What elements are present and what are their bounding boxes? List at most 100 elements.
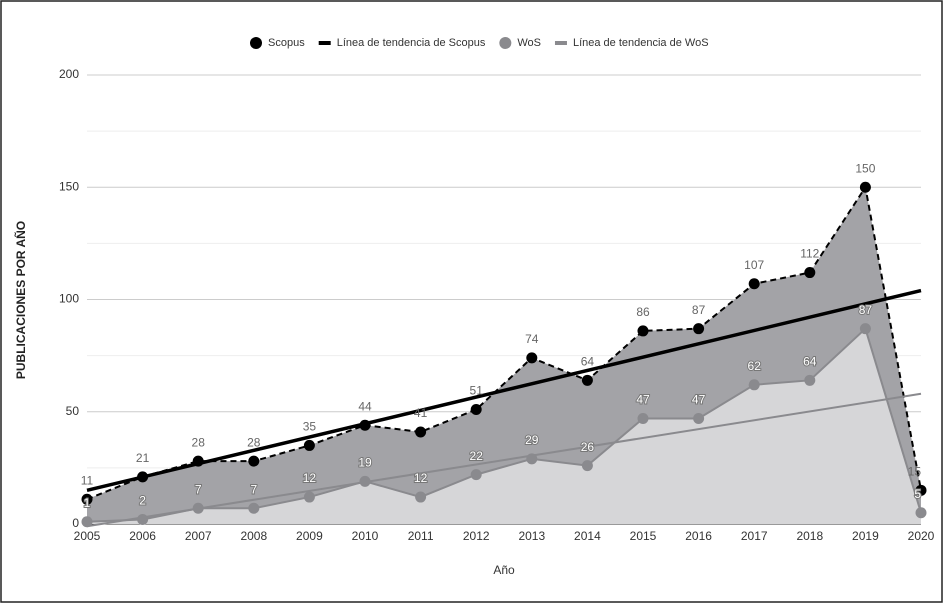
data-label: 150 — [855, 161, 875, 175]
point — [637, 325, 649, 337]
point — [526, 352, 538, 364]
x-tick-label: 2011 — [408, 529, 434, 543]
data-label: 1 — [84, 496, 91, 510]
trend-line — [86, 288, 922, 493]
data-label: 35 — [303, 420, 317, 434]
data-label: 62 — [748, 359, 762, 373]
x-tick-label: 2009 — [296, 529, 323, 543]
point — [859, 181, 871, 193]
x-tick-label: 2018 — [796, 529, 823, 543]
y-tick-label: 100 — [59, 292, 79, 306]
point — [81, 516, 93, 528]
legend-label: Scopus — [268, 37, 305, 49]
data-label: 7 — [195, 482, 202, 496]
data-label: 7 — [250, 482, 257, 496]
legend-marker — [554, 41, 567, 45]
x-tick-label: 2019 — [852, 529, 879, 543]
data-label: 47 — [692, 393, 706, 407]
data-label: 47 — [636, 393, 650, 407]
x-tick-label: 2017 — [741, 529, 768, 543]
trend-line — [86, 392, 922, 528]
data-label: 12 — [303, 471, 317, 485]
legend-label: Línea de tendencia de Scopus — [337, 37, 486, 49]
x-tick-label: 2020 — [908, 529, 935, 543]
line — [86, 326, 922, 523]
area — [87, 328, 921, 524]
point — [804, 374, 816, 386]
point — [248, 455, 260, 467]
data-label: 26 — [581, 440, 595, 454]
point — [248, 502, 260, 514]
point — [470, 404, 482, 416]
x-tick-label: 2010 — [352, 529, 379, 543]
data-label: 112 — [800, 247, 819, 261]
data-label: 2 — [139, 494, 146, 508]
point — [137, 471, 149, 483]
data-label: 28 — [192, 435, 206, 449]
x-tick-label: 2015 — [630, 529, 657, 543]
data-label: 21 — [136, 451, 150, 465]
data-label: 41 — [414, 406, 428, 420]
x-tick-label: 2008 — [240, 529, 267, 543]
point — [192, 455, 204, 467]
data-label: 87 — [859, 303, 873, 317]
point — [415, 426, 427, 438]
point — [137, 514, 149, 526]
y-tick-label: 0 — [72, 516, 79, 530]
point — [804, 267, 816, 279]
point — [637, 412, 649, 424]
point — [915, 507, 927, 519]
point — [859, 323, 871, 335]
data-label: 29 — [525, 433, 539, 447]
x-tick-label: 2006 — [129, 529, 156, 543]
data-label: 44 — [358, 399, 372, 413]
data-label: 64 — [803, 354, 817, 368]
legend-marker — [318, 41, 331, 45]
point — [693, 412, 705, 424]
point — [693, 323, 705, 335]
data-label: 86 — [636, 305, 650, 319]
x-tick-label: 2016 — [685, 529, 712, 543]
data-label: 11 — [81, 473, 94, 487]
y-tick-label: 150 — [59, 179, 79, 193]
data-label: 19 — [358, 456, 372, 470]
point — [359, 419, 371, 431]
y-tick-label: 200 — [59, 67, 79, 81]
data-label: 15 — [908, 464, 922, 478]
x-axis-title: Año — [493, 563, 515, 577]
x-tick-label: 2007 — [185, 529, 212, 543]
x-tick-label: 2014 — [574, 529, 601, 543]
point — [470, 469, 482, 481]
point — [359, 475, 371, 487]
data-label: 12 — [414, 471, 428, 485]
data-label: 5 — [914, 487, 921, 501]
point — [303, 491, 315, 503]
legend-marker — [499, 37, 512, 49]
point — [415, 491, 427, 503]
y-tick-label: 50 — [66, 404, 80, 418]
data-label: 28 — [247, 435, 261, 449]
legend-marker — [250, 37, 262, 49]
legend-label: WoS — [517, 37, 541, 49]
x-tick-label: 2005 — [74, 529, 101, 543]
data-label: 74 — [525, 332, 539, 346]
point — [526, 453, 538, 465]
data-label: 51 — [470, 384, 484, 398]
x-tick-label: 2013 — [518, 529, 545, 543]
point — [81, 493, 93, 505]
y-axis-title: PUBLICACIONES POR AÑO — [13, 221, 28, 379]
point — [581, 374, 593, 386]
data-label: 22 — [470, 449, 484, 463]
point — [303, 439, 315, 451]
data-label: 107 — [744, 258, 764, 272]
data-label: 87 — [692, 303, 706, 317]
legend-label: Línea de tendencia de WoS — [573, 37, 709, 49]
point — [581, 460, 593, 472]
point — [748, 379, 760, 391]
point — [748, 278, 760, 290]
point — [915, 484, 927, 496]
data-label: 64 — [581, 354, 595, 368]
x-tick-label: 2012 — [463, 529, 490, 543]
line — [86, 184, 922, 501]
